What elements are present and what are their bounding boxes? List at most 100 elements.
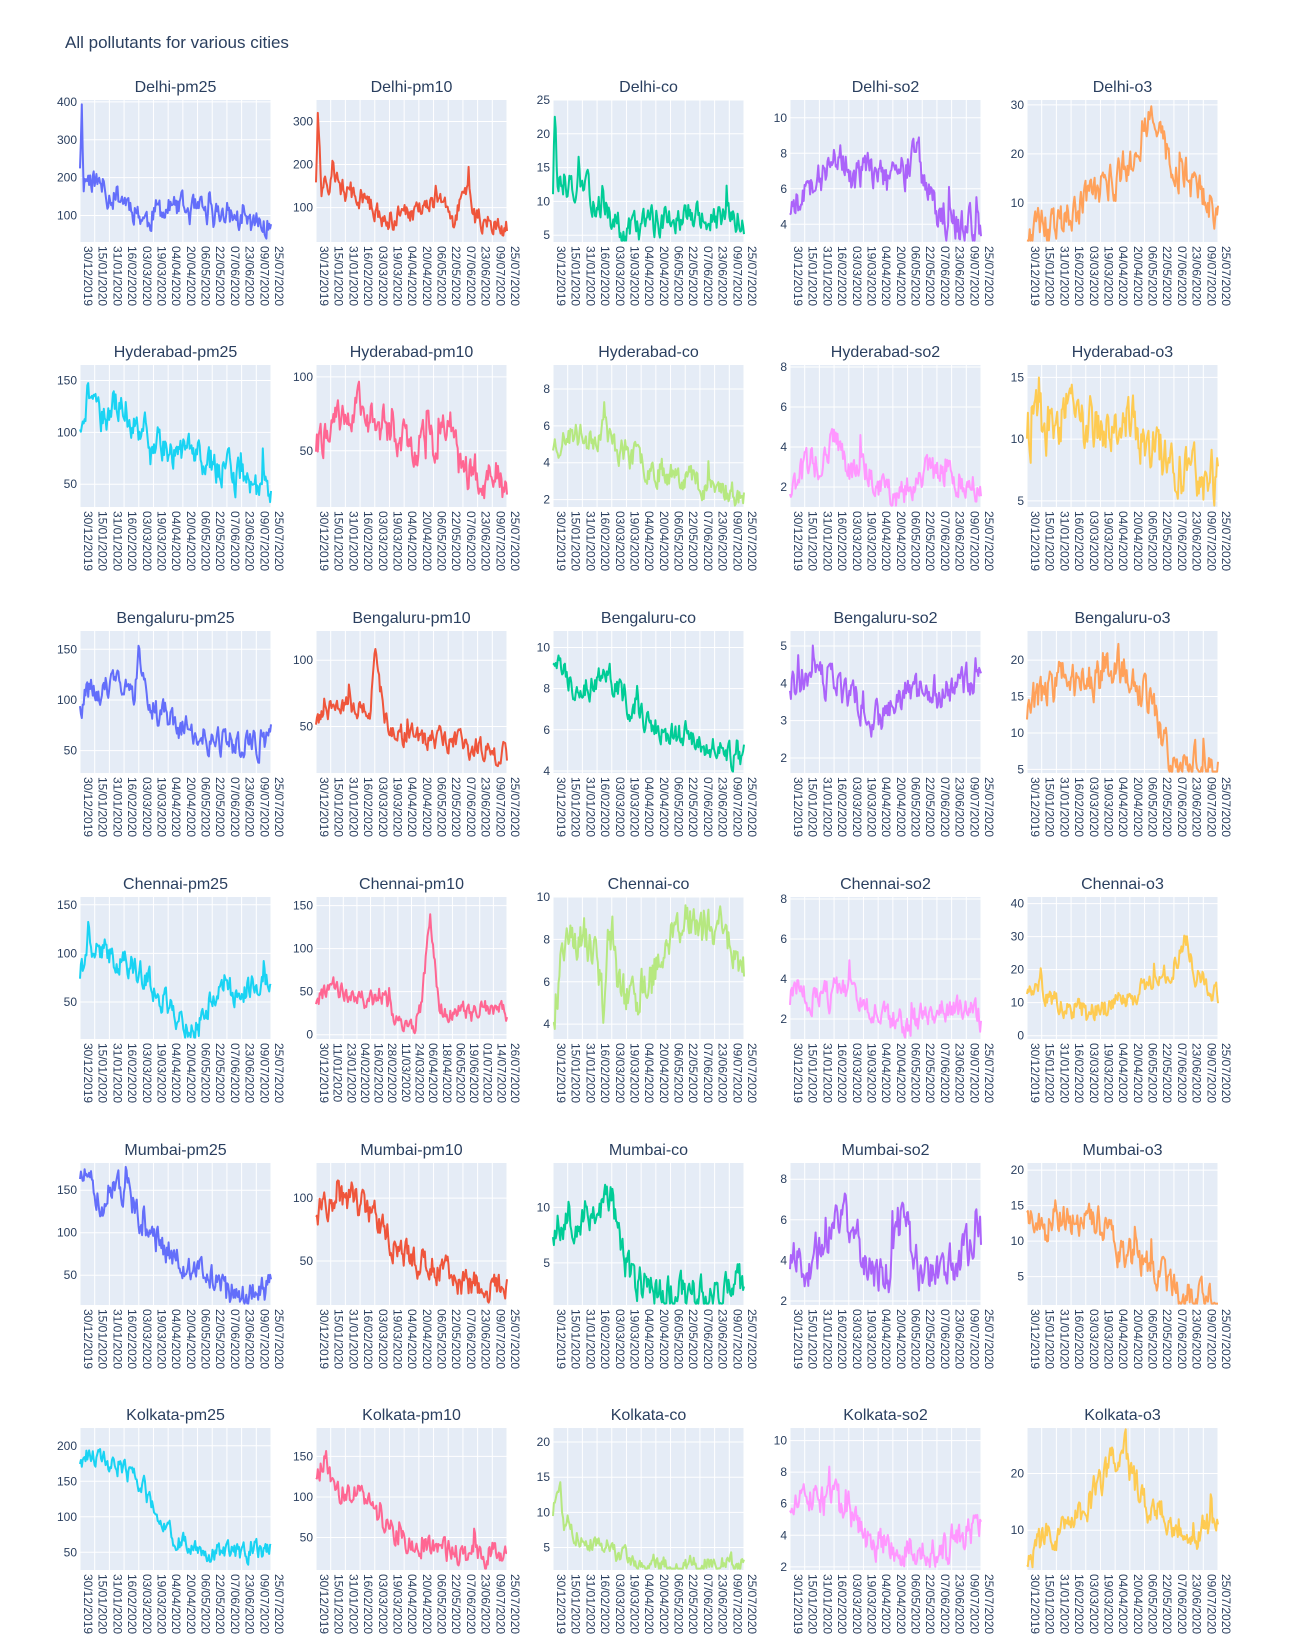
y-tick-label: 200 (57, 1439, 77, 1453)
x-tick-label: 30/12/2019 (554, 246, 568, 306)
y-tick-label: 0 (1017, 1029, 1024, 1043)
x-tick-label: 28/02/2020 (385, 1043, 399, 1103)
x-tick-label: 30/12/2019 (81, 1309, 95, 1369)
plot-area (316, 365, 507, 507)
x-tick-label: 06/05/2020 (909, 246, 923, 306)
x-tick-label: 25/07/2020 (508, 1574, 522, 1634)
x-tick-label: 06/05/2020 (672, 1574, 686, 1634)
x-tick-label: 20/04/2020 (1131, 777, 1145, 837)
x-tick-label: 03/03/2020 (1087, 246, 1101, 306)
y-tick-label: 8 (780, 1172, 787, 1186)
x-tick-label: 04/04/2020 (1116, 1574, 1130, 1634)
x-tick-label: 31/01/2020 (583, 1309, 597, 1369)
x-tick-label: 15/01/2020 (332, 777, 346, 837)
x-tick-label: 23/06/2020 (479, 777, 493, 837)
x-tick-label: 20/04/2020 (1131, 1309, 1145, 1369)
y-tick-label: 50 (300, 1254, 314, 1268)
x-tick-label: 15/01/2020 (96, 1309, 110, 1369)
x-tick-label: 15/01/2020 (1043, 1043, 1057, 1103)
x-tick-label: 22/05/2020 (449, 1574, 463, 1634)
series-line (552, 1481, 745, 1570)
x-tick-label: 19/03/2020 (627, 1309, 641, 1369)
x-tick-label: 06/05/2020 (199, 1043, 213, 1103)
y-tick-label: 4 (780, 676, 787, 690)
x-tick-label: 31/01/2020 (1057, 1043, 1071, 1103)
plot-area (553, 1428, 744, 1570)
x-tick-label: 03/03/2020 (613, 1309, 627, 1369)
x-tick-label: 19/03/2020 (154, 246, 168, 306)
x-tick-label: 20/04/2020 (1131, 1574, 1145, 1634)
y-tick-label: 20 (537, 1435, 551, 1449)
x-tick-label: 30/12/2019 (81, 1043, 95, 1103)
x-tick-label: 06/05/2020 (435, 1309, 449, 1369)
x-tick-label: 20/04/2020 (657, 1043, 671, 1103)
x-tick-label: 20/04/2020 (894, 777, 908, 837)
x-tick-label: 23/06/2020 (243, 1309, 257, 1369)
x-tick-label: 15/01/2020 (1043, 777, 1057, 837)
y-tick-label: 200 (293, 158, 313, 172)
x-tick-label: 06/05/2020 (1146, 1309, 1160, 1369)
y-tick-label: 50 (64, 477, 78, 491)
x-tick-label: 16/02/2020 (361, 1574, 375, 1634)
x-tick-label: 20/04/2020 (1131, 1043, 1145, 1103)
x-tick-label: 06/05/2020 (672, 511, 686, 571)
y-tick-label: 100 (293, 942, 313, 956)
x-tick-label: 23/06/2020 (953, 1574, 967, 1634)
x-tick-label: 04/04/2020 (642, 777, 656, 837)
x-tick-label: 19/03/2020 (1101, 1574, 1115, 1634)
subplot-hyderabad-pm10: Hyderabad-pm10 30/12/2019 15/01/2020 31/01/… (293, 344, 522, 571)
subplot-title: Bengaluru-co (601, 610, 696, 627)
x-tick-label: 16/02/2020 (1072, 246, 1086, 306)
x-tick-label: 09/07/2020 (257, 777, 271, 837)
x-tick-label: 22/05/2020 (923, 777, 937, 837)
x-tick-label: 09/07/2020 (1204, 1574, 1218, 1634)
x-tick-label: 09/07/2020 (730, 1043, 744, 1103)
x-tick-label: 25/07/2020 (745, 246, 759, 306)
x-tick-label: 25/07/2020 (508, 1309, 522, 1369)
series-line (789, 428, 982, 507)
x-tick-label: 30/12/2019 (81, 511, 95, 571)
x-tick-label: 25/07/2020 (982, 777, 996, 837)
x-tick-label: 04/02/2020 (358, 1043, 372, 1103)
x-tick-label: 31/01/2020 (820, 1043, 834, 1103)
x-tick-label: 20/04/2020 (894, 1574, 908, 1634)
y-tick-label: 50 (300, 985, 314, 999)
x-tick-label: 06/05/2020 (199, 1309, 213, 1369)
series-line (79, 103, 272, 240)
x-tick-label: 15/01/2020 (806, 1574, 820, 1634)
series-line (79, 644, 272, 764)
x-tick-label: 06/05/2020 (909, 511, 923, 571)
x-tick-label: 16/02/2020 (361, 246, 375, 306)
x-tick-label: 31/01/2020 (820, 1309, 834, 1369)
x-tick-label: 03/03/2020 (613, 511, 627, 571)
subplot-title: Mumbai-co (609, 1142, 688, 1159)
x-tick-label: 07/06/2020 (938, 1309, 952, 1369)
y-tick-label: 100 (57, 946, 77, 960)
y-tick-label: 5 (543, 1256, 550, 1270)
x-tick-label: 22/05/2020 (1160, 246, 1174, 306)
x-tick-label: 31/01/2020 (110, 1043, 124, 1103)
x-tick-label: 31/01/2020 (110, 246, 124, 306)
series-line (1026, 105, 1219, 242)
y-tick-label: 15 (537, 1470, 551, 1484)
x-tick-label: 23/06/2020 (243, 246, 257, 306)
x-tick-label: 16/02/2020 (125, 1574, 139, 1634)
x-tick-label: 16/02/2020 (598, 777, 612, 837)
x-tick-label: 15/01/2020 (569, 246, 583, 306)
x-tick-label: 15/01/2020 (332, 511, 346, 571)
x-tick-label: 16/02/2020 (125, 777, 139, 837)
x-tick-label: 15/01/2020 (1043, 246, 1057, 306)
x-tick-label: 20/04/2020 (184, 777, 198, 837)
x-tick-label: 30/12/2019 (317, 511, 331, 571)
x-tick-label: 22/05/2020 (923, 1574, 937, 1634)
y-tick-label: 50 (300, 444, 314, 458)
x-tick-label: 16/02/2020 (835, 511, 849, 571)
series-line (1026, 376, 1219, 507)
x-tick-label: 03/03/2020 (613, 1043, 627, 1103)
y-tick-label: 40 (1011, 897, 1025, 911)
x-tick-label: 04/04/2020 (642, 1574, 656, 1634)
y-tick-label: 20 (1011, 1163, 1025, 1177)
subplot-hyderabad-co: Hyderabad-co 30/12/2019 15/01/2020 31/01/20… (543, 344, 759, 571)
y-tick-label: 10 (537, 640, 551, 654)
